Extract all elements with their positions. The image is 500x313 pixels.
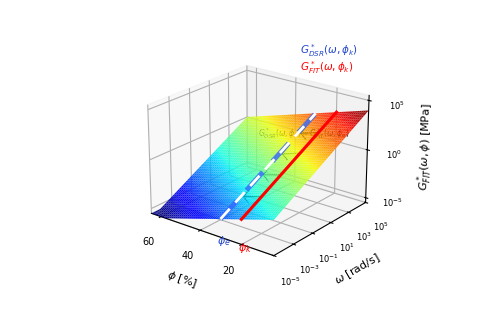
Text: $G^*_{FIT}(\omega,\phi_k)$: $G^*_{FIT}(\omega,\phi_k)$ [300,59,353,76]
Text: $G^*_{DSR}(\omega,\phi_k)$: $G^*_{DSR}(\omega,\phi_k)$ [300,43,358,59]
X-axis label: $\phi$ [%]: $\phi$ [%] [165,268,199,291]
Y-axis label: $\omega$ [rad/s]: $\omega$ [rad/s] [332,251,382,288]
